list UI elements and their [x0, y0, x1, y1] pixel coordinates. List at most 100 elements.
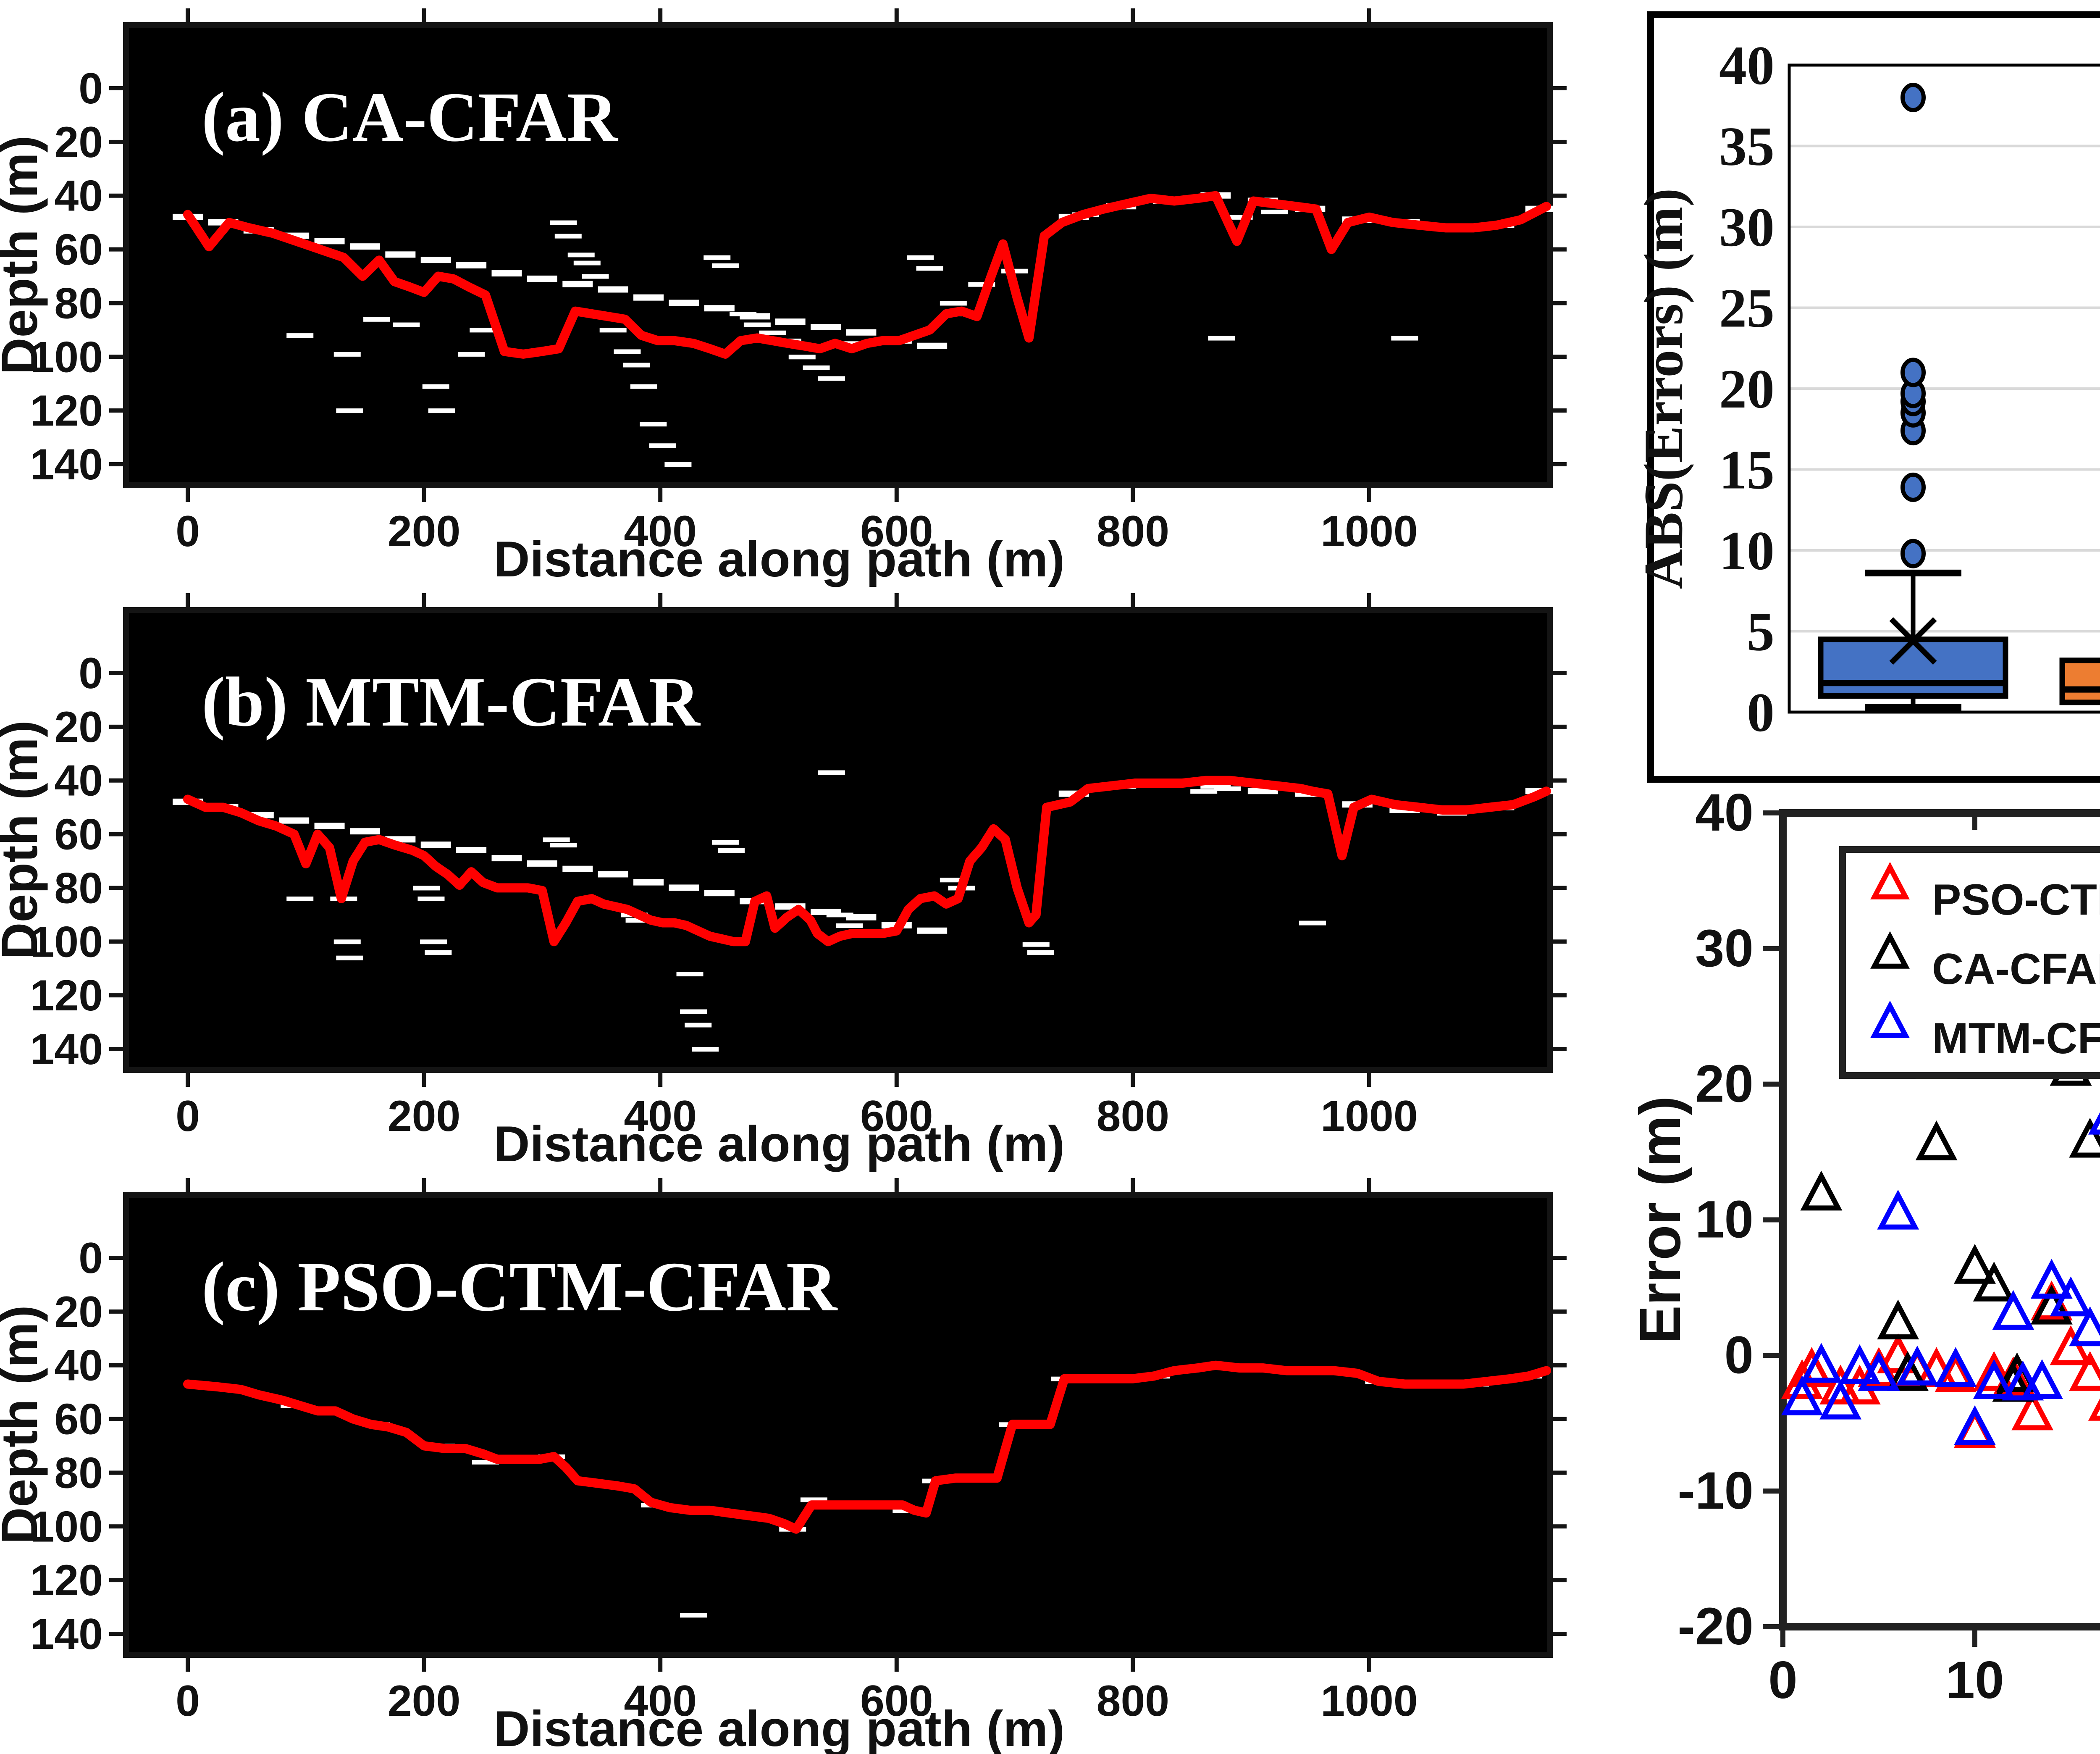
y-tick-label: 120	[30, 1556, 103, 1605]
y-tick-label: 100	[30, 918, 103, 966]
x-tick-label: 1000	[1320, 507, 1418, 556]
clutter-dash	[582, 274, 609, 279]
clutter-dash	[680, 1613, 707, 1618]
panel-a-title: (a) CA-CFAR	[202, 78, 618, 156]
data-point-triangle	[1973, 1351, 2015, 1391]
bed-echo-dash	[420, 841, 451, 848]
panel-a: 0 200 400 600 800 1000 0 20 40 60 80 100 120 140 (a) …	[0, 0, 1575, 587]
y-tick-label: 30	[1695, 919, 1754, 978]
x-tick-label: 600	[860, 1092, 933, 1141]
clutter-dash	[1214, 786, 1241, 791]
bed-echo-dash	[598, 286, 628, 293]
data-point-triangle	[1819, 1379, 1862, 1420]
data-point-triangle	[1870, 1000, 1910, 1038]
y-tick-label: 40	[1695, 784, 1754, 842]
bed-echo-dash	[633, 294, 664, 301]
data-point-triangle	[1954, 1244, 1996, 1284]
panel-a-ylabel: Depth (m)	[0, 135, 48, 374]
mean-marker	[1889, 617, 1937, 665]
clutter-dash	[422, 384, 449, 389]
panel-b-ylabel: Depth (m)	[0, 720, 48, 959]
bed-echo-dash	[775, 318, 806, 325]
data-point-triangle	[2050, 1276, 2092, 1317]
clutter-dash	[554, 234, 582, 239]
clutter-dash	[573, 260, 601, 266]
y-tick-label: 25	[1719, 277, 1774, 339]
clutter-dash	[826, 913, 853, 918]
y-tick-label: 100	[30, 1502, 103, 1551]
bed-echo-dash	[420, 257, 451, 263]
clutter-dash	[286, 333, 314, 338]
data-point-triangle	[1800, 1343, 1843, 1383]
panel-e-legend: PSO-CTM-CFAR CA-CFAR MTM-CFAR	[1839, 846, 2100, 1079]
bed-echo-dash	[562, 281, 593, 287]
bed-echo-dash	[491, 270, 522, 277]
bed-echo-dash	[811, 323, 841, 330]
y-tick-label: 0	[1747, 681, 1774, 743]
bed-echo-dash	[456, 847, 487, 853]
data-point-triangle	[2050, 1325, 2092, 1365]
y-tick-label: 140	[30, 1025, 103, 1074]
y-tick-label: 30	[1719, 196, 1774, 258]
panel-c-ylabel: Depth (m)	[0, 1305, 48, 1544]
clutter-dash	[417, 897, 445, 902]
clutter-dash	[1226, 215, 1253, 220]
clutter-dash	[333, 939, 361, 944]
bed-echo-dash	[491, 855, 522, 862]
x-tick-label: 200	[388, 1677, 461, 1725]
data-point-triangle	[1870, 862, 1910, 899]
panel-c-svg: 0 200 400 600 800 1000 0 20 40 60 80 100 120 140 (c) …	[0, 1178, 1567, 1754]
clutter-dash	[680, 1009, 707, 1014]
bed-echo-dash	[633, 879, 664, 886]
x-tick-label: 600	[860, 507, 933, 556]
panel-d-plot: 0 5 10 15 20 25 30 35 40	[1719, 34, 2100, 743]
clutter-dash	[1299, 920, 1326, 926]
clutter-dash	[711, 263, 739, 268]
panel-c-title: (c) PSO-CTM-CFAR	[202, 1248, 838, 1326]
y-tick-label: 10	[1719, 520, 1774, 581]
x-tick-label: 400	[624, 507, 697, 556]
panel-d-ylabel: ABS(Errors) (m)	[1633, 188, 1694, 589]
y-tick-label: 120	[30, 971, 103, 1020]
x-tick-label: 200	[388, 1092, 461, 1141]
data-point-triangle	[1992, 1290, 2034, 1330]
y-tick-label: 15	[1719, 439, 1774, 501]
outlier-point	[1900, 358, 1926, 387]
data-point-triangle	[1896, 1345, 1938, 1386]
box-CA-CFAR	[1818, 636, 2008, 699]
panel-c-xlabel: Distance along path (m)	[494, 1701, 1065, 1754]
bed-echo-dash	[917, 927, 948, 934]
data-point-triangle	[1858, 1351, 1900, 1391]
clutter-dash	[743, 322, 771, 327]
data-point-triangle	[2069, 1351, 2100, 1391]
y-tick-label: -20	[1677, 1597, 1754, 1656]
bed-echo-dash	[704, 305, 735, 312]
bed-echo-dash	[846, 329, 877, 336]
y-tick-label: 60	[54, 810, 103, 859]
bed-echo-dash	[669, 300, 699, 306]
bed-echo-dash	[917, 342, 948, 349]
clutter-dash	[458, 352, 485, 357]
x-tick-label: 0	[176, 1677, 200, 1725]
clutter-dash	[717, 848, 745, 853]
clutter-dash	[599, 328, 627, 333]
clutter-dash	[649, 443, 676, 448]
y-tick-label: 80	[54, 1449, 103, 1497]
y-tick-label: 20	[1695, 1055, 1754, 1113]
clutter-dash	[730, 312, 757, 317]
y-tick-label: 40	[54, 1341, 103, 1390]
data-point-triangle	[2069, 1306, 2100, 1346]
bed-echo-dash	[527, 275, 557, 282]
clutter-dash	[472, 1459, 499, 1465]
clutter-dash	[363, 317, 391, 322]
clutter-dash	[614, 349, 641, 354]
clutter-dash	[800, 1497, 827, 1502]
y-tick-label: 5	[1747, 601, 1774, 663]
clutter-dash	[470, 328, 497, 333]
clutter-dash	[968, 282, 995, 287]
panel-a-svg: 0 200 400 600 800 1000 0 20 40 60 80 100 120 140 (a) …	[0, 8, 1567, 587]
